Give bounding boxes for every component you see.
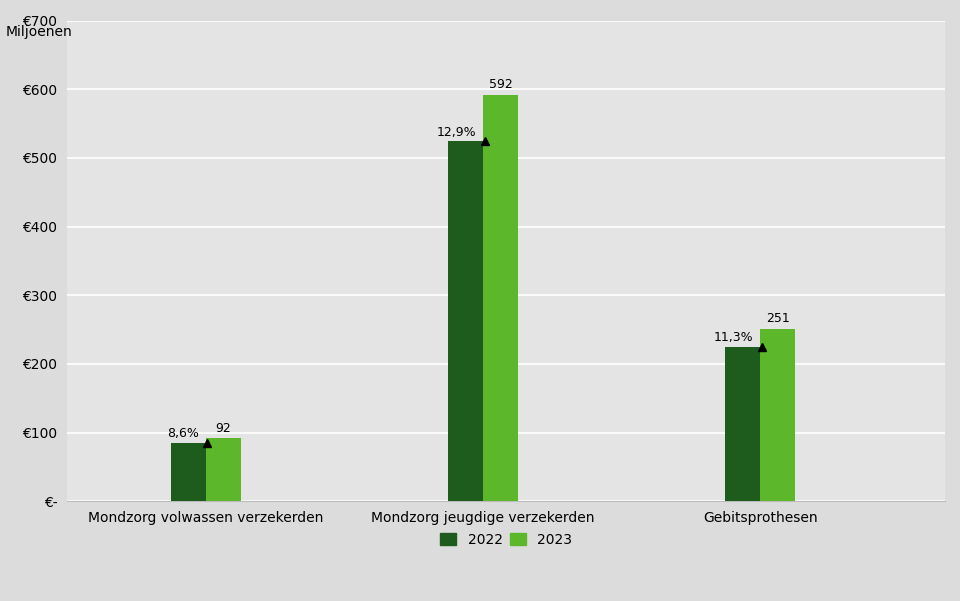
Bar	[483, 95, 518, 501]
Bar	[171, 443, 205, 501]
Text: 592: 592	[489, 78, 513, 91]
Bar	[725, 347, 760, 501]
Bar	[205, 438, 241, 501]
Text: 251: 251	[766, 313, 790, 326]
Y-axis label: Miljoenen: Miljoenen	[6, 25, 72, 39]
Text: 92: 92	[215, 422, 231, 435]
Text: 8,6%: 8,6%	[167, 427, 199, 440]
Legend: 2022, 2023: 2022, 2023	[434, 527, 578, 552]
Bar	[447, 141, 483, 501]
Text: 12,9%: 12,9%	[436, 126, 476, 139]
Bar	[760, 329, 795, 501]
Text: 11,3%: 11,3%	[713, 331, 754, 344]
